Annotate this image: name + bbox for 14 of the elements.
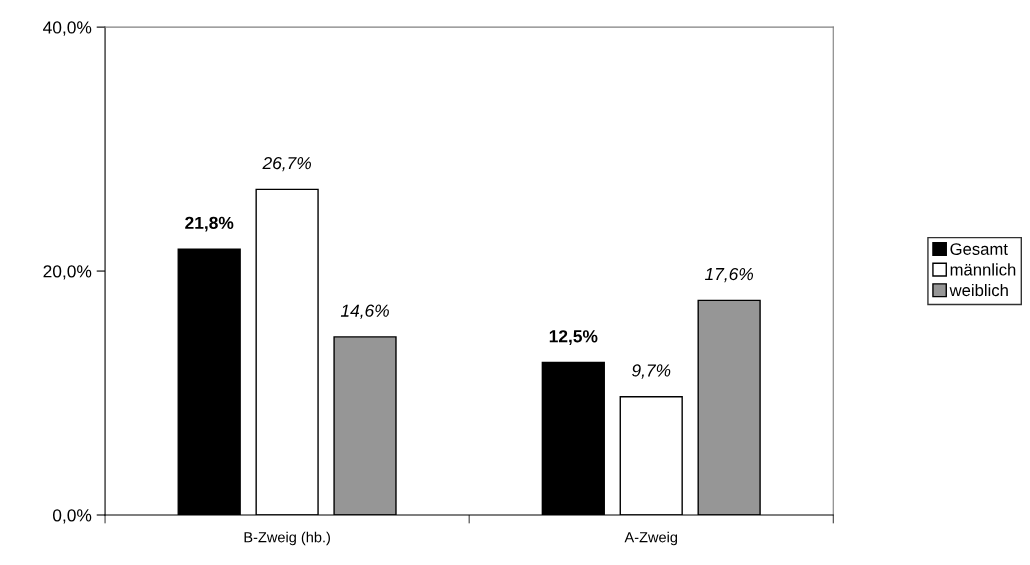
legend-label: männlich (950, 263, 1016, 276)
x-tick-label: A-Zweig (624, 531, 678, 546)
y-tick-label: 0,0% (52, 509, 92, 524)
legend-label: weiblich (949, 283, 1008, 297)
data-label: 12,5% (549, 330, 598, 345)
legend-label: Gesamt (950, 243, 1008, 255)
y-tick-label: 40,0% (43, 21, 92, 36)
data-label: 9,7% (632, 364, 671, 379)
x-tick-label: B-Zweig (hb.) (244, 531, 330, 546)
y-tick-label: 20,0% (43, 265, 92, 280)
data-label: 26,7% (262, 156, 311, 172)
data-label: 21,8% (185, 216, 234, 232)
data-label: 17,6% (704, 267, 754, 283)
data-label: 14,6% (340, 304, 389, 319)
